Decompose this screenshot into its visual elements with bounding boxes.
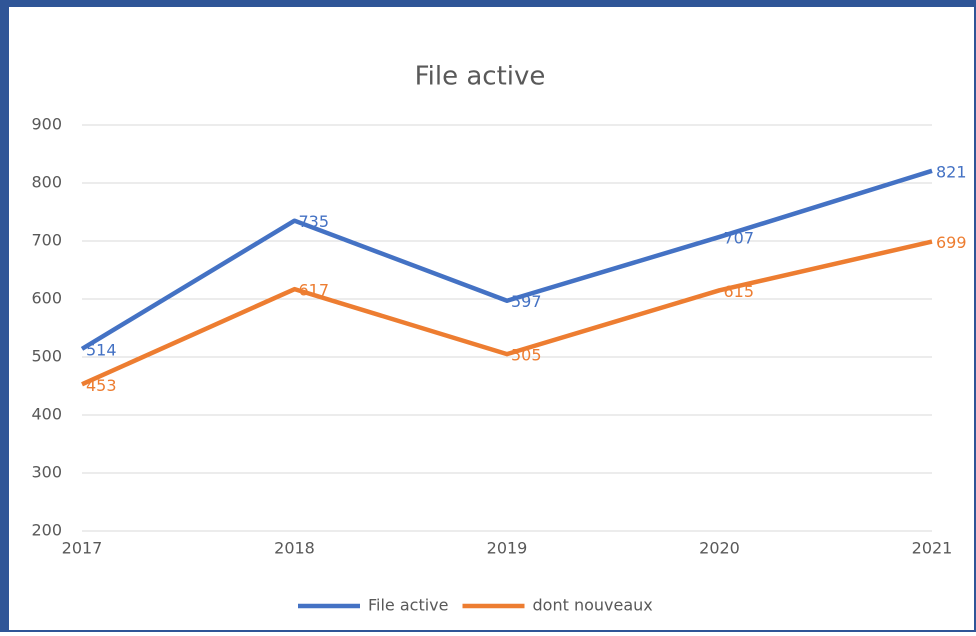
series-line (80, 168, 933, 351)
y-tick-label: 800 (31, 173, 62, 192)
x-tick-label: 2021 (912, 539, 953, 558)
series-line (81, 239, 933, 387)
data-label: 617 (299, 281, 330, 300)
frame-top (0, 0, 976, 7)
data-label: 821 (936, 162, 967, 181)
y-tick-label: 600 (31, 289, 62, 308)
data-label: 615 (724, 282, 755, 301)
data-label: 505 (511, 346, 542, 365)
y-tick-label: 700 (31, 231, 62, 250)
data-label: 699 (936, 233, 967, 252)
legend-label: dont nouveaux (533, 596, 653, 615)
data-label: 514 (86, 340, 117, 359)
y-tick-label: 400 (31, 405, 62, 424)
y-tick-label: 200 (31, 521, 62, 540)
data-label: 707 (724, 228, 755, 247)
chart-title: File active (415, 62, 546, 92)
legend-label: File active (368, 596, 449, 615)
y-tick-label: 900 (31, 115, 62, 134)
data-label: 735 (299, 212, 330, 231)
frame-left (0, 0, 9, 632)
x-tick-label: 2017 (62, 539, 103, 558)
data-label: 453 (86, 376, 117, 395)
y-tick-label: 300 (31, 463, 62, 482)
x-tick-label: 2020 (699, 539, 740, 558)
data-label: 597 (511, 292, 542, 311)
x-tick-label: 2019 (487, 539, 528, 558)
y-tick-label: 500 (31, 347, 62, 366)
x-tick-label: 2018 (274, 539, 315, 558)
